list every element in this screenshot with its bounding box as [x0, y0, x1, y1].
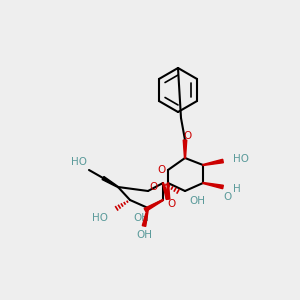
Text: HO: HO: [92, 213, 108, 223]
Polygon shape: [203, 159, 223, 166]
Polygon shape: [142, 208, 148, 226]
Text: OH: OH: [133, 213, 149, 223]
Polygon shape: [102, 176, 118, 188]
Text: O: O: [223, 192, 231, 202]
Polygon shape: [144, 200, 163, 211]
Text: O: O: [168, 199, 176, 209]
Text: OH: OH: [136, 230, 152, 240]
Text: OH: OH: [189, 196, 205, 206]
Text: O: O: [184, 131, 192, 141]
Text: H: H: [233, 184, 241, 194]
Text: HO: HO: [71, 157, 87, 167]
Polygon shape: [203, 182, 223, 189]
Text: O: O: [158, 165, 166, 175]
Polygon shape: [163, 183, 170, 200]
Text: O: O: [149, 182, 157, 192]
Polygon shape: [183, 140, 187, 158]
Text: HO: HO: [233, 154, 249, 164]
Polygon shape: [166, 183, 170, 199]
